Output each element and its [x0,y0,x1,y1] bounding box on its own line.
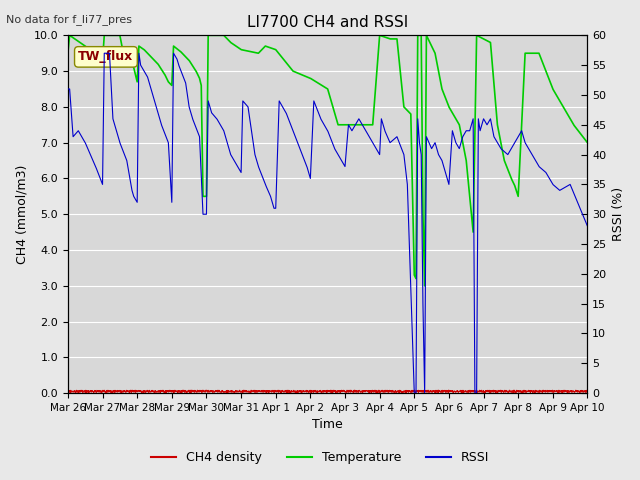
Y-axis label: RSSI (%): RSSI (%) [612,187,625,241]
Y-axis label: CH4 (mmol/m3): CH4 (mmol/m3) [15,165,28,264]
Text: TW_flux: TW_flux [78,50,134,63]
Legend: CH4 density, Temperature, RSSI: CH4 density, Temperature, RSSI [146,446,494,469]
X-axis label: Time: Time [312,419,343,432]
Title: LI7700 CH4 and RSSI: LI7700 CH4 and RSSI [247,15,408,30]
Text: No data for f_li77_pres: No data for f_li77_pres [6,14,132,25]
